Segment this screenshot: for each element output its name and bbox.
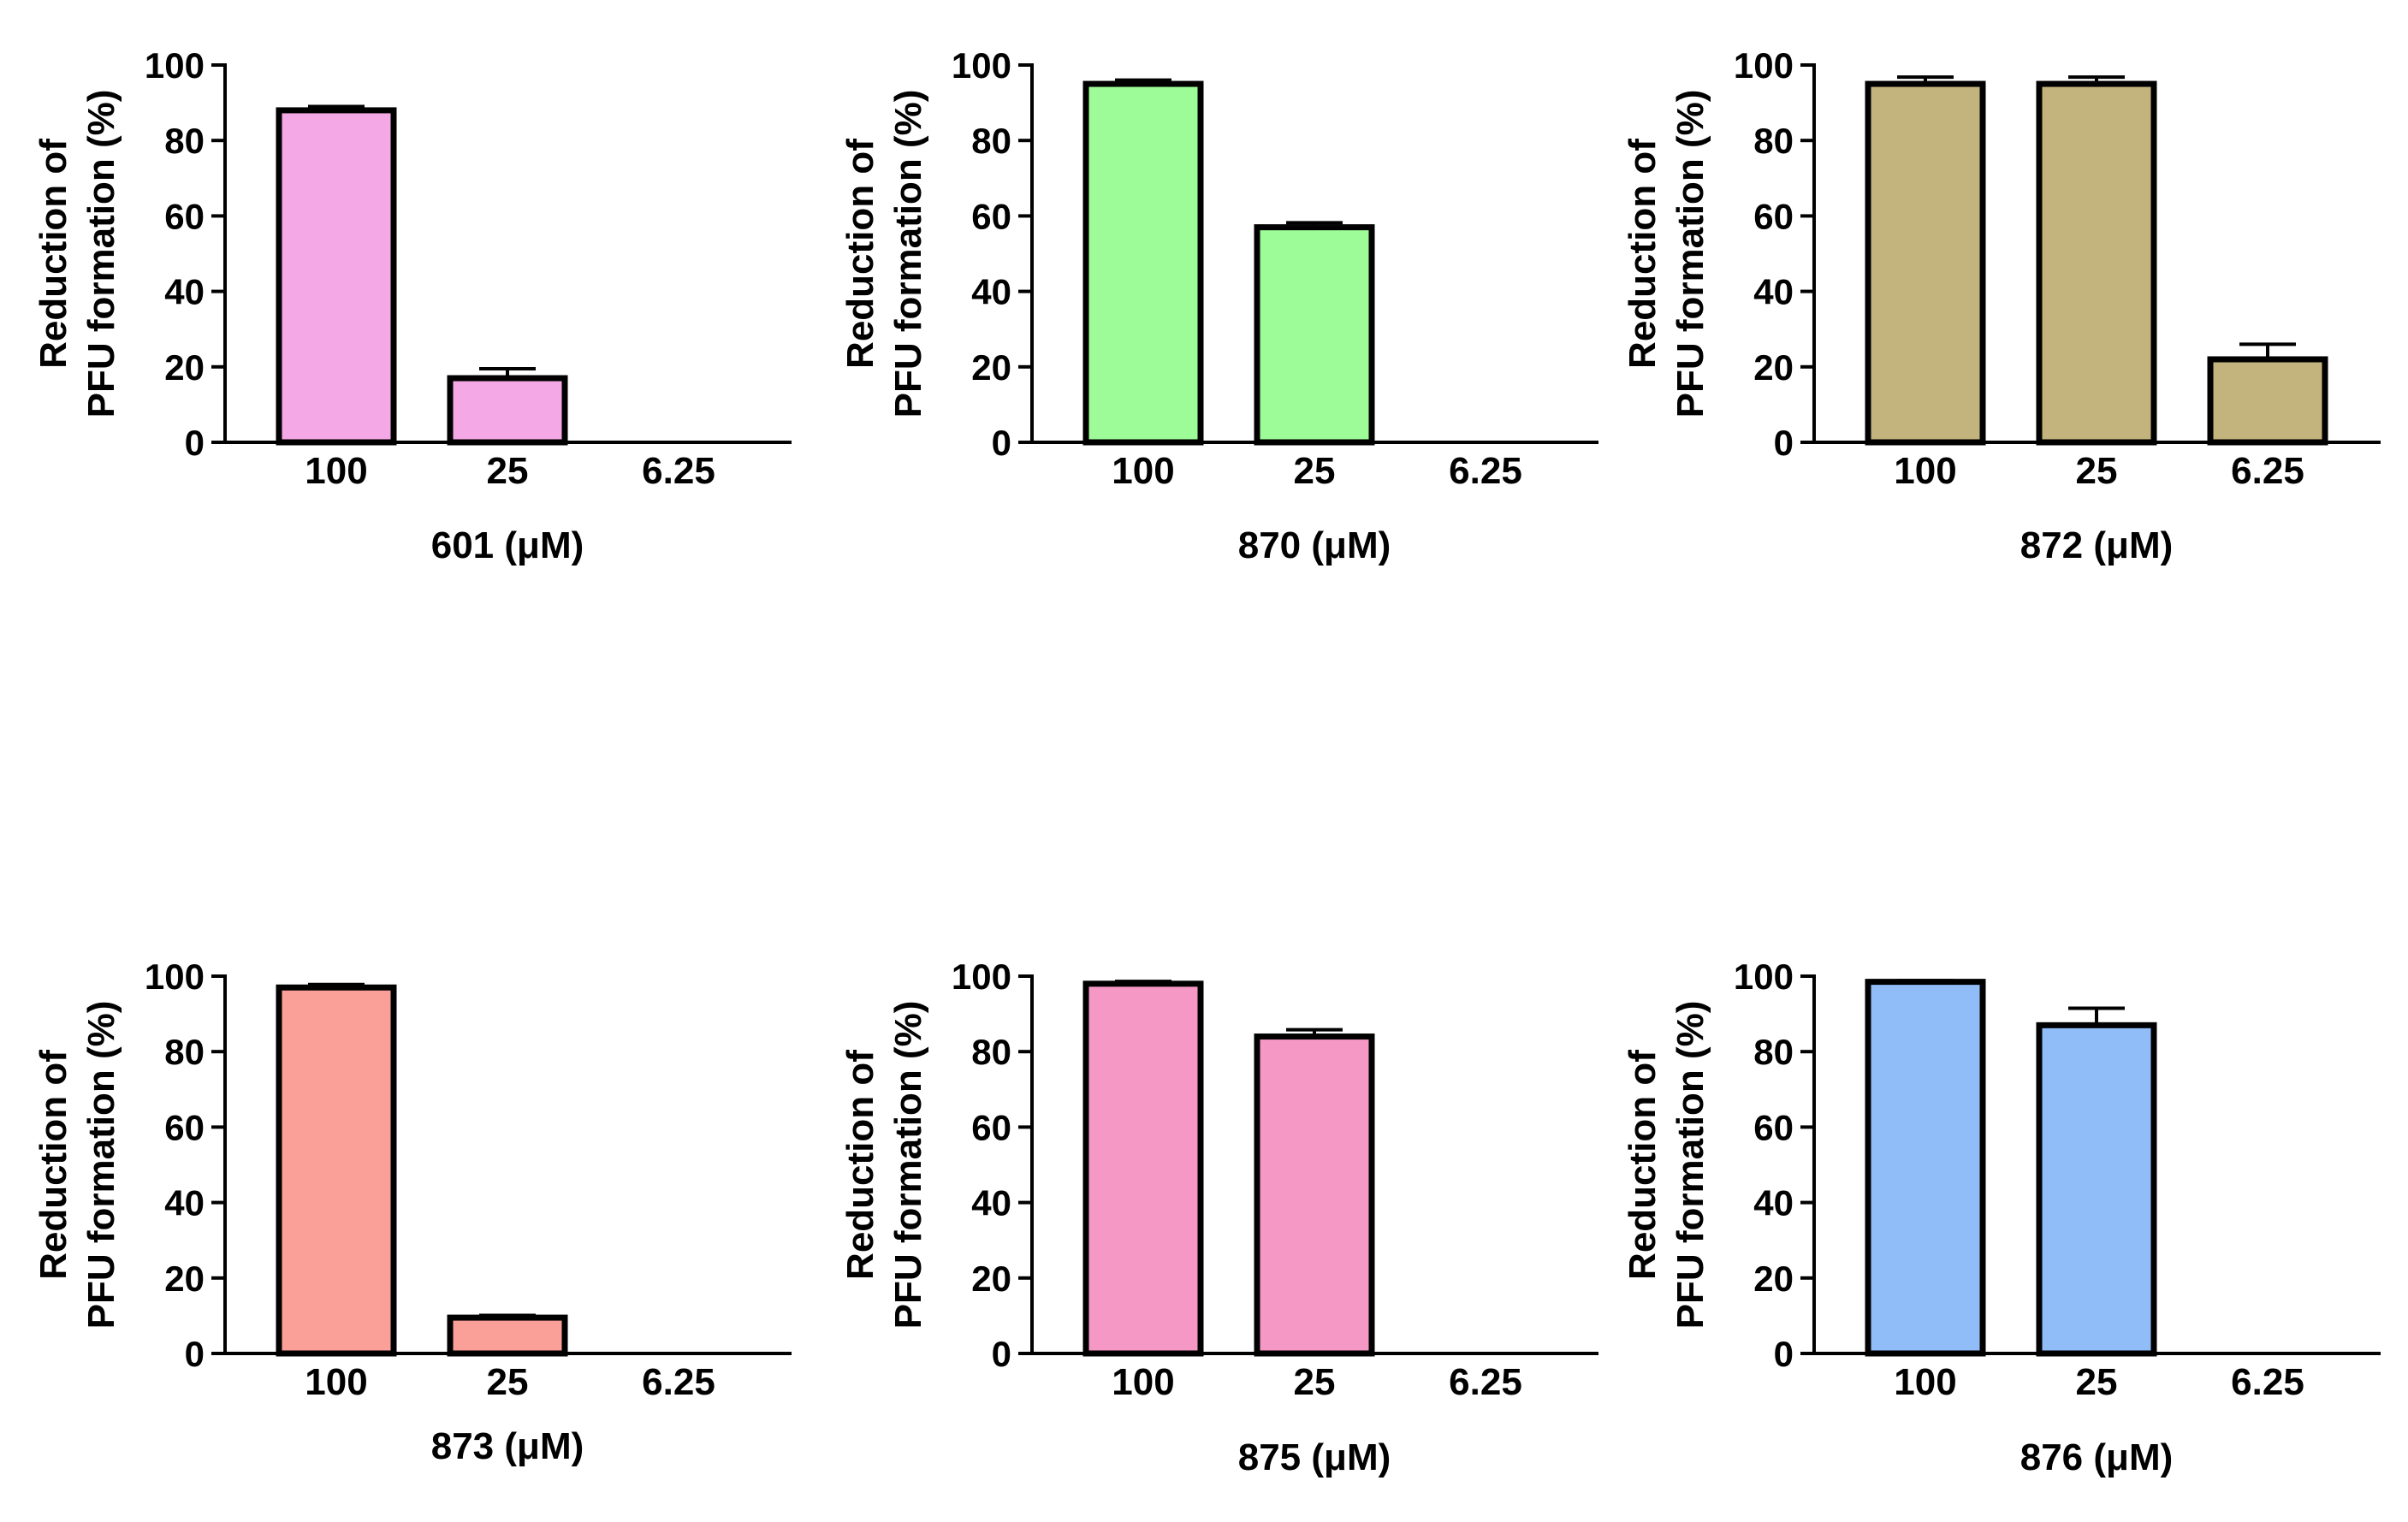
bar-25: [447, 375, 568, 446]
x-tick-label: 100: [1112, 1361, 1174, 1403]
y-tick-label: 0: [1774, 423, 1794, 463]
x-tick-label: 100: [1894, 450, 1956, 492]
x-tick-label: 25: [2076, 1361, 2118, 1403]
x-tick-label: 100: [1112, 450, 1174, 492]
y-tick-label: 80: [971, 121, 1011, 161]
y-tick-label: 80: [1753, 121, 1794, 161]
chart-panel-875: 0 20 40 60 80 100 100 25 6.25 875 (μM) Reduction o…: [839, 956, 1598, 1478]
bar-100: [1082, 980, 1204, 1357]
x-axis-label: 875 (μM): [1238, 1436, 1391, 1478]
y-tick-label: 0: [992, 423, 1011, 463]
y-tick-label: 100: [1734, 45, 1794, 86]
y-tick-label: 40: [1753, 1183, 1794, 1223]
y-tick-label: 40: [164, 272, 205, 312]
y-tick-label: 100: [1734, 956, 1794, 997]
x-tick-label: 25: [2076, 450, 2118, 492]
bar-25: [447, 1314, 568, 1357]
y-tick-label: 100: [952, 45, 1011, 86]
y-axis-label: PFU formation (%): [1670, 1001, 1711, 1330]
x-tick-label: 25: [487, 1361, 529, 1403]
x-tick-label: 100: [305, 1361, 367, 1403]
chart-panel-601: 0 20 40 60 80 100 100 25 6.25 601 (μM) Reduction o…: [33, 45, 792, 566]
y-axis-label: Reduction of: [1622, 139, 1664, 369]
y-tick-label: 0: [185, 1334, 205, 1374]
y-tick-label: 100: [145, 956, 205, 997]
bar-25: [2036, 80, 2157, 446]
y-axis-label: Reduction of: [1622, 1050, 1664, 1280]
x-tick-label: 6.25: [1449, 450, 1522, 492]
bar-100: [1865, 80, 1986, 446]
y-axis-label: Reduction of: [839, 139, 881, 369]
bar-25: [1254, 1033, 1375, 1357]
chart-panel-873: 0 20 40 60 80 100 100 25 6.25 873 (μM) Reduction o…: [33, 956, 792, 1467]
y-tick-label: 60: [164, 1107, 205, 1147]
y-tick-label: 100: [952, 956, 1011, 997]
x-tick-label: 6.25: [2231, 1361, 2304, 1403]
y-tick-label: 20: [971, 347, 1011, 388]
x-tick-label: 6.25: [2231, 450, 2304, 492]
y-tick-label: 0: [185, 423, 205, 463]
x-tick-label: 25: [487, 450, 529, 492]
bar-25: [1254, 224, 1375, 446]
x-tick-label: 25: [1294, 450, 1336, 492]
y-axis-label: PFU formation (%): [887, 90, 929, 418]
x-axis-label: 601 (μM): [431, 524, 584, 566]
y-axis-label: Reduction of: [33, 139, 74, 369]
y-tick-label: 40: [1753, 272, 1794, 312]
x-axis-label: 872 (μM): [2020, 524, 2174, 566]
x-tick-label: 6.25: [642, 450, 715, 492]
x-tick-label: 100: [1894, 1361, 1956, 1403]
chart-panel-872: 0 20 40 60 80 100 100 25 6.25 872 (μM) Reduction o…: [1622, 45, 2381, 566]
y-tick-label: 20: [1753, 347, 1794, 388]
y-tick-label: 40: [164, 1183, 205, 1223]
x-tick-label: 6.25: [642, 1361, 715, 1403]
x-axis-label: 873 (μM): [431, 1425, 584, 1467]
bar-25: [2036, 1022, 2157, 1357]
y-axis-label: PFU formation (%): [1670, 90, 1711, 418]
y-tick-label: 40: [971, 1183, 1011, 1223]
chart-panel-870: 0 20 40 60 80 100 100 25 6.25 870 (μM) Reduction o…: [839, 45, 1598, 566]
y-tick-label: 20: [164, 347, 205, 388]
y-tick-label: 80: [164, 1032, 205, 1072]
y-tick-label: 20: [164, 1258, 205, 1299]
bar-100: [1865, 979, 1986, 1357]
y-tick-label: 80: [164, 121, 205, 161]
y-tick-label: 40: [971, 272, 1011, 312]
y-tick-label: 60: [971, 1107, 1011, 1147]
bar-100: [276, 984, 397, 1357]
y-tick-label: 60: [971, 196, 1011, 236]
y-tick-label: 20: [1753, 1258, 1794, 1299]
x-axis-label: 876 (μM): [2020, 1436, 2174, 1478]
x-tick-label: 6.25: [1449, 1361, 1522, 1403]
x-axis-label: 870 (μM): [1238, 524, 1391, 566]
y-tick-label: 60: [164, 196, 205, 236]
y-tick-label: 60: [1753, 196, 1794, 236]
y-tick-label: 80: [971, 1032, 1011, 1072]
y-axis-label: Reduction of: [33, 1050, 74, 1280]
y-axis-label: PFU formation (%): [80, 1001, 122, 1330]
bar-6.25: [2207, 356, 2328, 446]
x-tick-label: 100: [305, 450, 367, 492]
y-tick-label: 100: [145, 45, 205, 86]
chart-panel-876: 0 20 40 60 80 100 100 25 6.25 876 (μM) Reduction o…: [1622, 956, 2381, 1478]
y-axis-label: PFU formation (%): [887, 1001, 929, 1330]
y-tick-label: 0: [1774, 1334, 1794, 1374]
y-axis-label: PFU formation (%): [80, 90, 122, 418]
y-tick-label: 0: [992, 1334, 1011, 1374]
y-tick-label: 60: [1753, 1107, 1794, 1147]
y-tick-label: 80: [1753, 1032, 1794, 1072]
x-tick-label: 25: [1294, 1361, 1336, 1403]
y-tick-label: 20: [971, 1258, 1011, 1299]
y-axis-label: Reduction of: [839, 1050, 881, 1280]
bar-100: [1082, 80, 1204, 446]
bar-100: [276, 107, 397, 446]
